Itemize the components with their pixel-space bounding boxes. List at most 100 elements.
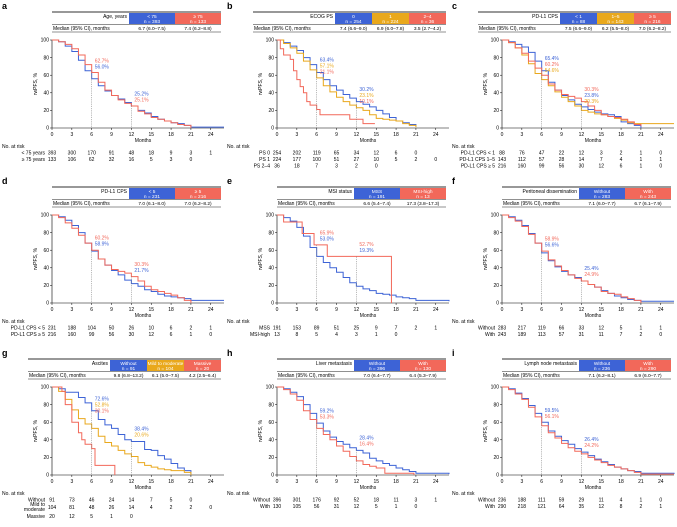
- landmark-label: 30.3%: [584, 87, 599, 93]
- risk-value: 2: [190, 505, 193, 511]
- y-tick-label: 40: [43, 438, 49, 444]
- risk-value: 0: [130, 514, 133, 520]
- risk-value: 5: [395, 157, 398, 163]
- x-tick-label: 9: [110, 307, 113, 313]
- x-tick-label: 18: [618, 132, 624, 138]
- group-header-cell: [400, 188, 446, 199]
- y-tick-label: 20: [43, 283, 49, 289]
- risk-value: 7: [150, 498, 153, 504]
- x-tick-label: 18: [168, 479, 174, 485]
- group-name: < 75: [147, 14, 157, 20]
- risk-value: 3: [600, 151, 603, 157]
- risk-row-label: PS 0: [259, 151, 270, 157]
- group-header-cell: [129, 188, 175, 199]
- landmark-label: 30.2%: [359, 87, 374, 93]
- group-name: Without: [369, 361, 386, 367]
- risk-value: 65: [334, 151, 340, 157]
- median-label: Median (95% CI), months: [503, 201, 560, 207]
- y-axis-label: rwPFS, %: [258, 72, 264, 95]
- risk-row-label: Mild to moderate: [24, 502, 45, 513]
- group-name: 1: [389, 14, 392, 20]
- risk-row-label: With: [485, 332, 495, 338]
- y-tick-label: 0: [496, 301, 499, 307]
- risk-value: 3: [415, 498, 418, 504]
- group-header-cell: [110, 360, 147, 371]
- group-n: n = 13: [416, 194, 430, 200]
- risk-value: 1: [640, 326, 643, 332]
- risk-value: 0: [190, 498, 193, 504]
- x-tick-label: 24: [433, 307, 439, 313]
- x-axis-label: Months: [360, 485, 377, 491]
- x-axis-label: Months: [585, 313, 602, 319]
- risk-value: 26: [129, 326, 135, 332]
- x-tick-label: 21: [413, 479, 419, 485]
- risk-value: 66: [559, 326, 565, 332]
- risk-row-label: PD-L1 CPS ≥ 5: [461, 164, 495, 170]
- landmark-label: 30.3%: [134, 262, 149, 268]
- group-header-cell: [560, 13, 597, 24]
- group-name: Massive: [194, 361, 212, 367]
- landmark-label: 65.9%: [320, 230, 335, 236]
- risk-value: 59: [559, 498, 565, 504]
- y-tick-label: 100: [491, 385, 500, 391]
- group-median: 17.3 (3.8–17.3): [407, 201, 440, 207]
- group-header-cell: [625, 360, 671, 371]
- x-tick-label: 18: [393, 307, 399, 313]
- risk-title: No. at risk: [452, 491, 475, 497]
- panel-letter: a: [2, 1, 8, 11]
- landmark-label: 23.8%: [584, 93, 599, 99]
- risk-value: 283: [498, 326, 507, 332]
- header-label: PD-L1 CPS: [532, 14, 559, 20]
- x-tick-label: 0: [501, 307, 504, 313]
- group-header-cell: [354, 188, 400, 199]
- x-tick-label: 6: [540, 132, 543, 138]
- y-axis-label: rwPFS, %: [483, 419, 489, 442]
- panel-letter: f: [452, 176, 456, 186]
- group-median: 7.0 (6.1–8.0): [138, 201, 166, 207]
- risk-value: 14: [129, 498, 135, 504]
- risk-value: 5: [150, 157, 153, 163]
- header-label: Liver metastasis: [316, 361, 353, 367]
- group-header-cell: [400, 360, 446, 371]
- risk-value: 13: [274, 332, 280, 338]
- landmark-label: 63.4%: [320, 58, 335, 64]
- x-axis-label: Months: [360, 313, 377, 319]
- y-tick-label: 60: [493, 420, 499, 426]
- group-median: 6.9 (6.0–7.7): [634, 373, 662, 379]
- y-tick-label: 40: [493, 266, 499, 272]
- panel-letter: b: [227, 1, 233, 11]
- risk-value: 1: [659, 504, 662, 510]
- x-tick-label: 24: [208, 307, 214, 313]
- km-curve--5: [52, 214, 224, 301]
- risk-value: 191: [273, 326, 282, 332]
- risk-value: 73: [69, 498, 75, 504]
- y-tick-label: 60: [493, 248, 499, 254]
- risk-value: 104: [48, 505, 57, 511]
- x-tick-label: 21: [413, 132, 419, 138]
- group-name: < 1: [575, 14, 582, 20]
- risk-value: 1: [640, 157, 643, 163]
- km-curve-massive: [52, 386, 116, 475]
- risk-value: 106: [68, 157, 77, 163]
- group-n: n = 236: [594, 366, 610, 372]
- x-tick-label: 6: [90, 479, 93, 485]
- x-tick-label: 15: [148, 479, 154, 485]
- risk-value: 32: [109, 157, 115, 163]
- group-name: 1–5: [611, 14, 619, 20]
- risk-value: 26: [109, 505, 115, 511]
- y-axis-label: rwPFS, %: [33, 72, 39, 95]
- risk-value: 4: [620, 498, 623, 504]
- risk-value: 290: [498, 504, 507, 510]
- landmark-label: 65.4%: [545, 56, 560, 62]
- km-curve-2-4: [277, 39, 375, 125]
- x-tick-label: 18: [168, 132, 174, 138]
- risk-value: 105: [293, 504, 302, 510]
- risk-value: 12: [598, 326, 604, 332]
- risk-value: 64: [559, 504, 565, 510]
- risk-value: 14: [129, 505, 135, 511]
- risk-value: 218: [518, 504, 527, 510]
- group-header-cell: [335, 13, 372, 24]
- risk-value: 7: [600, 157, 603, 163]
